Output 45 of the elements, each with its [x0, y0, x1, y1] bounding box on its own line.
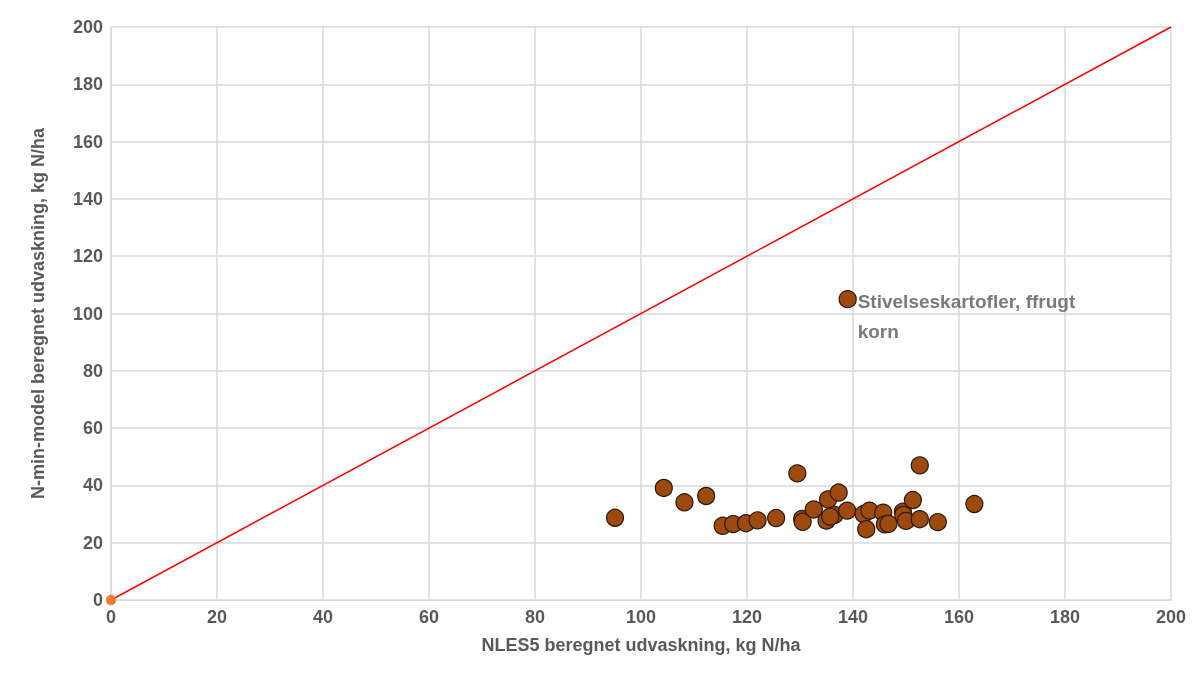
point	[654, 478, 673, 498]
point	[748, 511, 767, 530]
x-tick-label: 60	[418, 607, 440, 627]
point	[804, 500, 823, 519]
x-tick-label: 20	[206, 607, 228, 627]
x-tick-label: 40	[312, 607, 334, 627]
y-tick-label: 120	[72, 246, 103, 267]
point	[829, 483, 848, 502]
x-tick-label: 200	[1155, 607, 1187, 627]
y-tick-label: 20	[82, 532, 103, 553]
x-tick-label: 100	[625, 607, 657, 627]
y-tick-label: 40	[82, 475, 103, 496]
x-tick-label: 160	[943, 607, 975, 627]
point	[910, 510, 929, 529]
y-tick-label: 180	[72, 74, 103, 95]
y-axis-title: N-min-model beregnet udvaskning, kg N/ha	[28, 126, 48, 500]
y-tick-label: 100	[72, 303, 103, 324]
point	[928, 512, 947, 532]
point	[105, 594, 117, 606]
x-tick-label: 140	[837, 607, 869, 627]
x-tick-label: 80	[524, 607, 546, 627]
x-tick-label: 120	[731, 607, 763, 627]
point	[605, 508, 625, 527]
point	[838, 290, 857, 309]
point	[767, 508, 786, 528]
x-tick-label: 0	[105, 607, 117, 627]
x-tick-label: 180	[1049, 607, 1081, 627]
y-tick-label: 80	[82, 360, 103, 381]
point	[838, 501, 857, 520]
annotation: Stivelseskartofler, ffrugt korn	[857, 290, 1081, 342]
y-tick-label: 140	[72, 188, 103, 209]
y-tick-label: 0	[92, 590, 103, 610]
point	[910, 456, 929, 475]
y-tick-label: 160	[72, 131, 103, 152]
y-tick-label: 200	[72, 17, 103, 37]
point	[857, 520, 876, 539]
point	[788, 464, 807, 483]
point	[965, 494, 984, 514]
point	[675, 493, 694, 512]
point	[903, 490, 922, 510]
point	[697, 486, 716, 506]
point	[821, 507, 840, 526]
point	[879, 514, 898, 533]
x-axis-title: NLES5 beregnet udvaskning, kg N/ha	[481, 635, 802, 655]
y-tick-label: 60	[82, 418, 103, 439]
